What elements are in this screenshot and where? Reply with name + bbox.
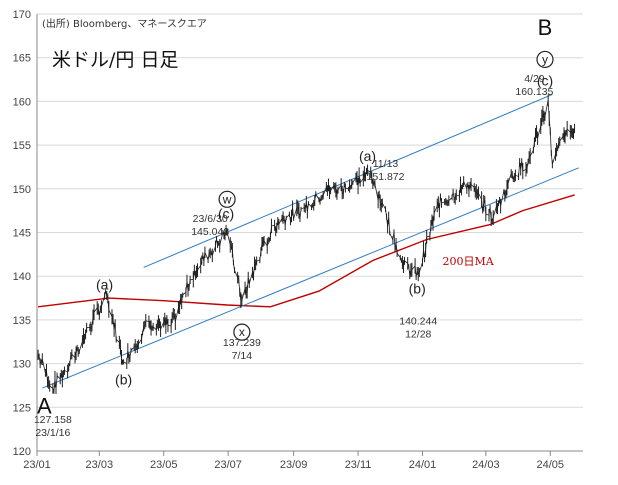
axes: 120 125 130 135 140 145 150 155 160 165 170 23/01 23… bbox=[13, 9, 583, 471]
wave-label: (a) bbox=[359, 148, 376, 164]
x-tick-label: 24/05 bbox=[536, 459, 564, 471]
source-note: (出所) Bloomberg、マネースクエア bbox=[42, 17, 207, 30]
value-annotation: 12/28 bbox=[405, 328, 431, 340]
wave-label: (c) bbox=[537, 73, 553, 89]
price-series bbox=[37, 94, 576, 394]
x-tick-label: 23/03 bbox=[86, 459, 114, 471]
circled-wave-label: w bbox=[222, 192, 232, 206]
wave-label: (a) bbox=[96, 276, 113, 292]
y-tick-label: 125 bbox=[13, 402, 31, 414]
channel-lines bbox=[42, 93, 579, 389]
gridlines bbox=[37, 13, 583, 452]
value-annotation: 127.158 bbox=[34, 414, 72, 426]
wave-label: (c) bbox=[218, 206, 234, 222]
price-line bbox=[37, 100, 575, 392]
value-annotation: 137.239 bbox=[223, 337, 261, 349]
value-annotation: 4/29 bbox=[524, 73, 545, 85]
y-tick-label: 130 bbox=[13, 359, 31, 371]
channel-line bbox=[42, 167, 579, 389]
x-tick-label: 23/09 bbox=[280, 459, 308, 471]
ma-200-path bbox=[38, 194, 575, 308]
x-tick-label: 23/11 bbox=[345, 459, 372, 471]
value-annotation: 23/1/16 bbox=[35, 427, 70, 439]
x-tick-label: 24/03 bbox=[472, 459, 500, 471]
x-tick-label: 23/07 bbox=[214, 459, 242, 471]
y-tick-label: 155 bbox=[13, 140, 31, 152]
ma-200-line: 200日MA bbox=[38, 194, 575, 308]
x-tick-label: 24/01 bbox=[409, 459, 437, 471]
value-annotation: 140.244 bbox=[399, 315, 437, 327]
circled-wave-marker bbox=[218, 190, 236, 208]
value-annotation: 23/6/30 bbox=[193, 213, 228, 225]
y-tick-label: 170 bbox=[13, 9, 31, 21]
value-annotation: 7/14 bbox=[232, 350, 253, 362]
y-tick-label: 160 bbox=[13, 96, 31, 108]
wave-label: A bbox=[37, 393, 52, 418]
wave-label: B bbox=[538, 15, 553, 40]
circled-wave-label: y bbox=[542, 52, 548, 66]
y-tick-label: 165 bbox=[13, 53, 31, 65]
value-annotation: 11/13 bbox=[373, 158, 399, 170]
x-tick-label: 23/01 bbox=[23, 459, 51, 471]
x-tick-label: 23/05 bbox=[150, 459, 178, 471]
channel-line bbox=[143, 93, 553, 268]
y-tick-label: 145 bbox=[13, 228, 31, 240]
chart-title: 米ドル/円 日足 bbox=[52, 49, 178, 71]
y-tick-label: 135 bbox=[13, 315, 31, 327]
value-annotation: 145.048 bbox=[191, 226, 229, 238]
value-annotation: 160.135 bbox=[515, 86, 553, 98]
circled-wave-marker bbox=[536, 50, 554, 69]
y-tick-label: 140 bbox=[13, 271, 31, 283]
value-annotation: 151.872 bbox=[367, 171, 405, 183]
y-tick-label: 150 bbox=[13, 184, 31, 196]
y-tick-label: 120 bbox=[13, 446, 31, 458]
circled-wave-label: x bbox=[239, 325, 245, 339]
ma-label: 200日MA bbox=[443, 255, 495, 268]
wave-label: (b) bbox=[115, 372, 132, 388]
circled-wave-marker bbox=[233, 323, 251, 341]
wave-label: (b) bbox=[409, 281, 426, 297]
